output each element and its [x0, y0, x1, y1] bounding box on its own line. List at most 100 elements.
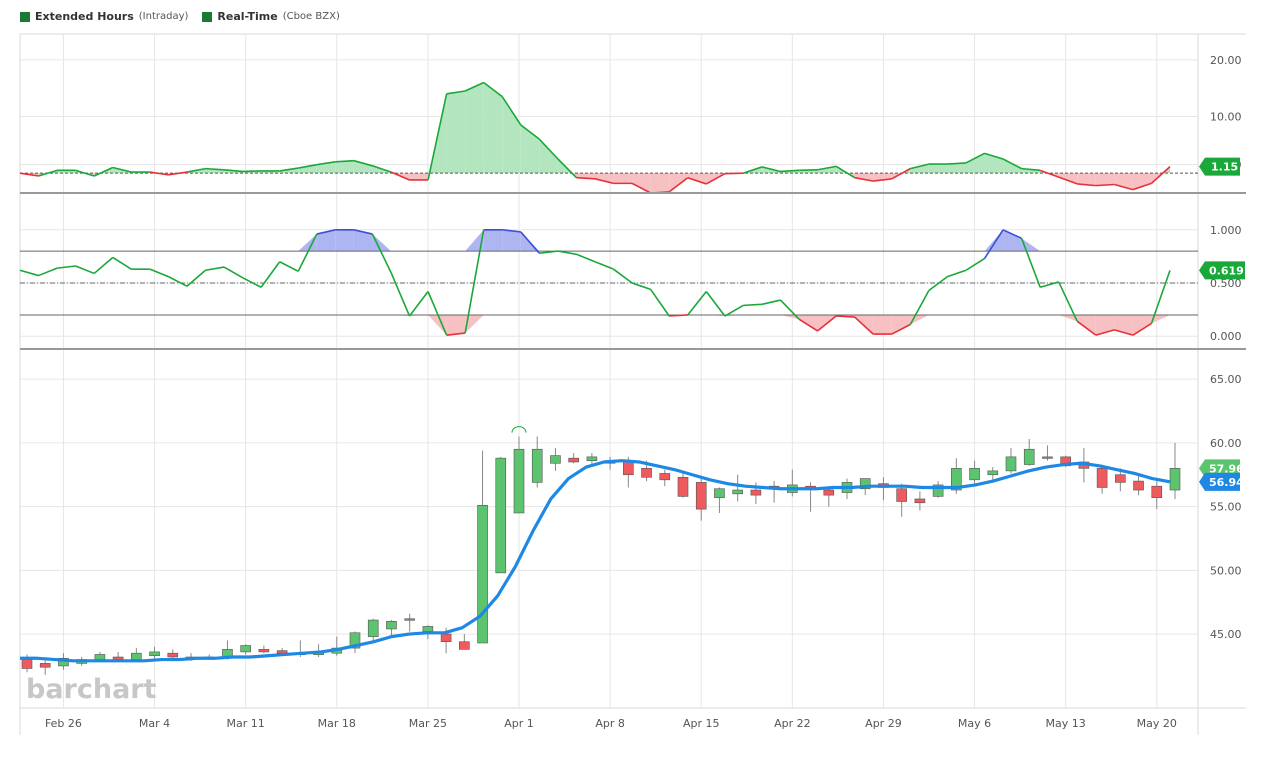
oscillator-line-segment — [1150, 166, 1171, 184]
stochastic-line-segment — [112, 256, 132, 270]
candle-up — [859, 478, 871, 490]
oscillator-line-segment — [223, 168, 243, 173]
legend-extended-hours[interactable]: Extended Hours (Intraday) — [20, 10, 188, 23]
negative-area — [409, 173, 429, 180]
stochastic-line-segment — [316, 229, 336, 235]
candle-up — [386, 621, 397, 630]
stochastic-line-segment — [705, 291, 726, 317]
candle-up — [367, 619, 379, 637]
positive-area — [539, 139, 558, 174]
overbought-area — [465, 229, 484, 252]
candle-up — [477, 505, 488, 644]
x-tick-label: Mar 18 — [318, 717, 356, 730]
stochastic-line-segment — [965, 257, 985, 271]
candle-up — [732, 489, 743, 495]
oversold-area — [873, 314, 892, 335]
candle-down — [914, 498, 926, 504]
stochastic-line-segment — [427, 291, 448, 336]
overbought-area — [1021, 238, 1041, 252]
overbought-area — [298, 234, 317, 252]
oscillator-line-segment — [817, 165, 837, 171]
candle-down — [404, 618, 415, 621]
oscillator-line-segment — [353, 159, 373, 167]
overbought-area — [984, 229, 1004, 252]
event-marker-icon — [511, 426, 527, 433]
stochastic-line-segment — [594, 260, 614, 270]
positive-area — [298, 164, 317, 174]
ma-value-badge — [1199, 472, 1240, 491]
stochastic-line-segment — [19, 269, 39, 277]
candle-down — [677, 476, 689, 497]
stochastic-line-segment — [724, 304, 744, 317]
negative-area — [1095, 173, 1115, 186]
legend-real-time[interactable]: Real-Time (Cboe BZX) — [202, 10, 340, 23]
oscillator-line-segment — [705, 173, 726, 185]
stochastic-line-segment — [891, 323, 911, 335]
oversold-area — [1058, 314, 1078, 322]
stochastic-line-segment — [798, 318, 819, 332]
stochastic-line-segment — [279, 261, 299, 273]
stochastic-line-segment — [649, 288, 670, 317]
y-tick-label: 60.00 — [1210, 437, 1242, 450]
oscillator-line-segment — [854, 176, 874, 182]
oversold-area — [780, 314, 800, 320]
oscillator-line-segment — [724, 172, 744, 175]
oversold-area — [1077, 314, 1096, 336]
stochastic-line-segment — [1132, 322, 1152, 336]
oversold-area — [1132, 314, 1152, 336]
stochastic-line-segment — [205, 266, 225, 272]
stochastic-line-segment — [836, 315, 855, 318]
stochastic-line-segment — [57, 265, 76, 269]
stochastic-line-segment — [93, 256, 114, 275]
candle-down — [750, 489, 762, 496]
stochastic-line-segment — [446, 332, 466, 336]
oscillator-line-segment — [1039, 169, 1059, 178]
stochastic-line-segment — [983, 229, 1004, 259]
oscillator-line-segment — [501, 96, 522, 126]
negative-area — [1132, 173, 1152, 190]
stochastic-line-segment — [928, 275, 948, 292]
positive-area — [817, 166, 837, 174]
positive-area — [928, 164, 948, 174]
oversold-area — [1151, 314, 1170, 324]
oscillator-line-segment — [891, 167, 911, 180]
stochastic-line-segment — [1114, 329, 1134, 336]
negative-area — [669, 173, 688, 192]
negative-area — [1077, 173, 1096, 186]
candle-down — [641, 468, 652, 478]
stochastic-line-segment — [502, 229, 521, 233]
oversold-area — [1095, 314, 1115, 336]
y-tick-label: 45.00 — [1210, 628, 1242, 641]
x-tick-label: May 20 — [1137, 717, 1177, 730]
oscillator-line-segment — [1132, 182, 1152, 191]
candle-down — [823, 489, 835, 496]
watermark-logo: barchart — [26, 674, 157, 705]
oscillator-line-segment — [557, 158, 578, 179]
stochastic-line-segment — [1002, 229, 1022, 240]
y-tick-label: 55.00 — [1210, 501, 1242, 514]
stochastic-line-segment — [817, 315, 837, 332]
stochastic-line-segment — [539, 250, 558, 255]
positive-area — [965, 153, 985, 174]
oscillator-line-segment — [372, 165, 392, 173]
oscillator-line-segment — [298, 163, 317, 169]
legend-swatch — [202, 11, 213, 22]
candle-down — [112, 656, 124, 660]
candle-down — [276, 650, 288, 654]
last-price-badge — [1199, 459, 1240, 478]
oversold-area — [891, 314, 911, 335]
oscillator-line-segment — [743, 166, 763, 174]
x-tick-label: Mar 11 — [227, 717, 265, 730]
legend-sub: (Cboe BZX) — [282, 11, 340, 22]
last-value-label: 1.15 — [1211, 161, 1238, 174]
candle-up — [932, 484, 944, 497]
x-tick-label: Apr 8 — [595, 717, 625, 730]
oscillator-line-segment — [464, 81, 485, 92]
candle-up — [349, 632, 361, 649]
oversold-area — [1114, 314, 1133, 336]
oscillator-line-segment — [1114, 183, 1134, 191]
oscillator-line-segment — [984, 152, 1004, 160]
overbought-area — [335, 229, 354, 252]
x-tick-label: Apr 1 — [504, 717, 534, 730]
